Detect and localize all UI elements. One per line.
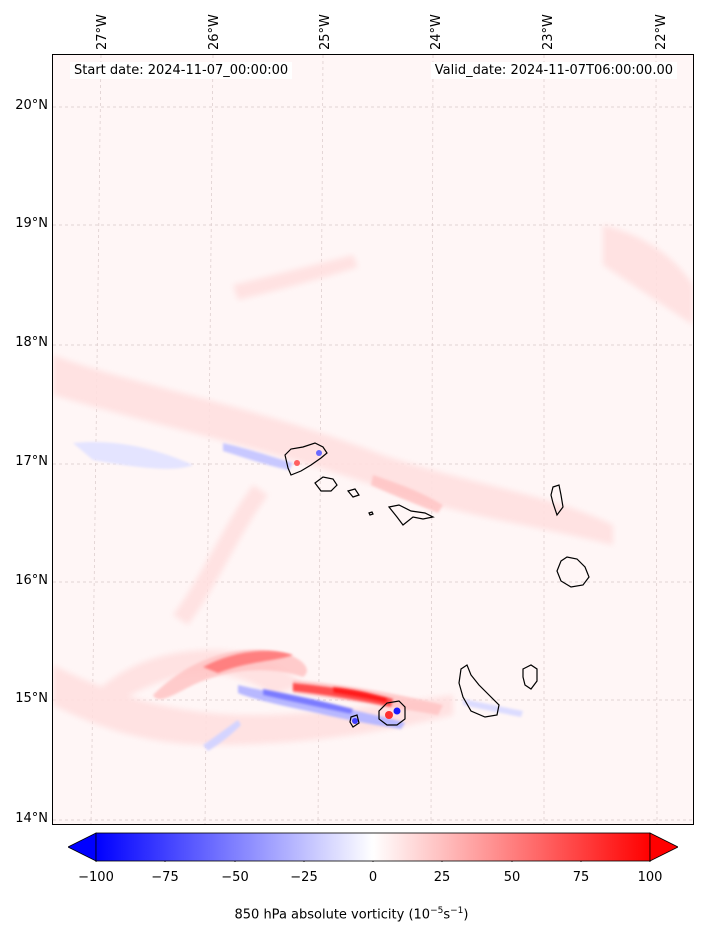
- colorbar-label: 850 hPa absolute vorticity (10−5s−1): [234, 906, 469, 923]
- valid-date-label: Valid_date: 2024-11-07T06:00:00.00: [430, 62, 677, 79]
- lat-label-20n: 20°N: [15, 98, 48, 113]
- lon-label-23w: 23°W: [541, 14, 556, 50]
- lat-label-15n: 15°N: [15, 691, 48, 706]
- negative-bands: [73, 441, 523, 751]
- lat-label-16n: 16°N: [15, 573, 48, 588]
- colorbar-gradient: [95, 832, 651, 862]
- lon-label-25w: 25°W: [318, 14, 333, 50]
- coastlines: [284, 442, 590, 728]
- island-fogo: [378, 700, 406, 726]
- lat-label-17n: 17°N: [15, 454, 48, 469]
- lon-label-26w: 26°W: [207, 14, 222, 50]
- lat-label-18n: 18°N: [15, 335, 48, 350]
- island-santiago: [458, 664, 500, 718]
- island-maio: [522, 664, 538, 690]
- island-sal: [550, 484, 564, 517]
- island-sao-nicolau: [387, 504, 435, 526]
- island-boa-vista: [556, 556, 590, 588]
- colorbar-tick-label: 50: [503, 870, 521, 885]
- lon-label-22w: 22°W: [654, 14, 669, 50]
- vorticity-map: [53, 55, 693, 824]
- island-sao-vicente: [314, 476, 338, 492]
- lon-label-27w: 27°W: [95, 14, 110, 50]
- island-santa-luzia: [346, 488, 360, 498]
- lat-label-14n: 14°N: [15, 811, 48, 826]
- map-frame: [52, 54, 694, 825]
- island-brava: [349, 714, 360, 728]
- island-santo-antao: [284, 442, 328, 476]
- colorbar: [68, 832, 678, 862]
- colorbar-high-extension: [649, 832, 678, 862]
- colorbar-tick-label: −100: [78, 870, 114, 885]
- colorbar-tick-marks: [95, 861, 651, 862]
- colorbar-tick-label: 75: [572, 870, 590, 885]
- start-date-label: Start date: 2024-11-07_00:00:00: [70, 62, 293, 79]
- colorbar-tick-label: 0: [368, 870, 378, 885]
- colorbar-low-extension: [68, 832, 97, 862]
- colorbar-tick-label: −25: [290, 870, 318, 885]
- lat-label-19n: 19°N: [15, 216, 48, 231]
- lon-label-24w: 24°W: [429, 14, 444, 50]
- colorbar-tick-label: 100: [637, 870, 663, 885]
- strong-positive-band: [203, 651, 393, 707]
- island-anomalies: [294, 450, 401, 724]
- colorbar-tick-label: −75: [151, 870, 179, 885]
- colorbar-tick-label: 25: [433, 870, 451, 885]
- colorbar-tick-label: −50: [221, 870, 249, 885]
- island-branco: [368, 511, 374, 516]
